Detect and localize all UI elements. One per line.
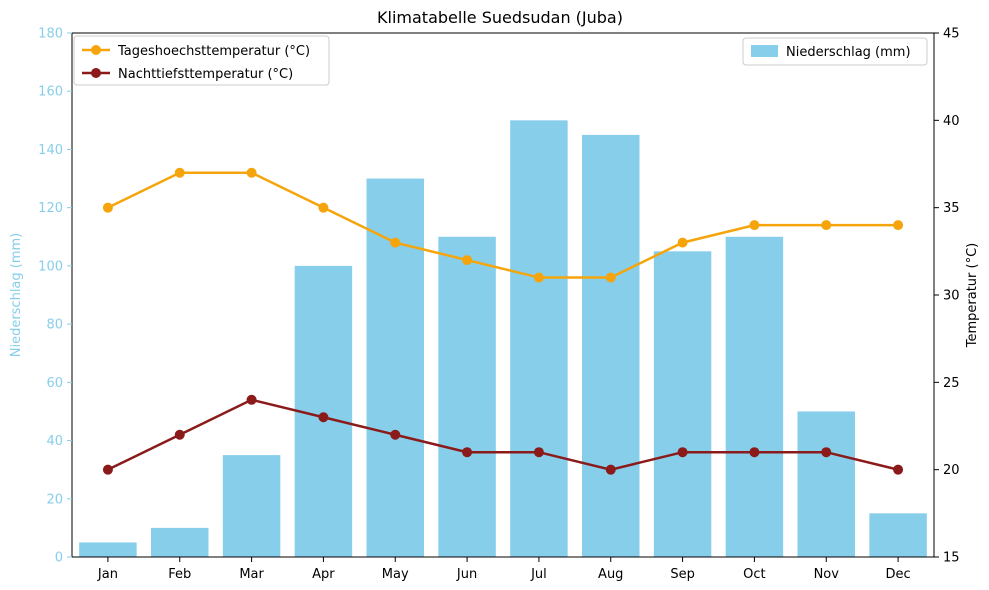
series-1-point-oct [749, 447, 760, 458]
series-0-point-apr [318, 202, 329, 213]
left-tick-label-20: 20 [46, 492, 63, 507]
series-0-point-oct [749, 220, 760, 231]
series-1-point-dec [893, 464, 904, 475]
x-tick-label-nov: Nov [814, 567, 840, 582]
x-tick-label-mar: Mar [239, 567, 264, 582]
bar-aug [582, 134, 640, 557]
left-tick-label-40: 40 [46, 434, 63, 449]
right-tick-label-30: 30 [943, 289, 960, 304]
series-0-point-nov [821, 220, 832, 231]
bar-oct [725, 236, 784, 557]
series-1-point-aug [605, 464, 616, 475]
right-tick-label-15: 15 [943, 551, 960, 566]
left-tick-label-180: 180 [38, 27, 63, 42]
x-tick-label-may: May [382, 567, 409, 582]
series-line-0 [107, 171, 899, 279]
x-tick-label-dec: Dec [886, 567, 911, 582]
right-tick-label-35: 35 [943, 201, 960, 216]
x-tick-label-jun: Jun [456, 567, 477, 582]
x-tick-label-feb: Feb [168, 567, 191, 582]
x-tick-label-jan: Jan [97, 567, 118, 582]
bar-jul [510, 120, 568, 557]
legend-bars: Niederschlag (mm) [742, 37, 928, 66]
legend-lines: Tageshoechsttemperatur (°C) Nachttiefstt… [73, 35, 330, 86]
bar-jun [438, 236, 496, 557]
bar-jan [79, 542, 137, 557]
bar-feb [151, 527, 209, 557]
series-0-point-aug [605, 272, 616, 283]
bar-nov [797, 411, 855, 557]
series-1-point-may [390, 429, 401, 440]
legend-bars-box [742, 37, 928, 66]
legend-lines-box [73, 35, 330, 86]
series-1-point-mar [246, 394, 257, 405]
y-axis-label-right: Temperatur (°C) [965, 243, 980, 349]
x-tick-label-oct: Oct [743, 567, 765, 582]
legend-bars-label: Niederschlag (mm) [786, 45, 911, 60]
bar-may [366, 178, 424, 558]
left-tick-label-160: 160 [38, 85, 63, 100]
bar-sep [653, 251, 712, 558]
left-tick-label-0: 0 [55, 551, 63, 566]
right-tick-label-20: 20 [943, 463, 960, 478]
series-1-point-sep [677, 447, 688, 458]
series-0-point-dec [893, 220, 904, 231]
series-1-point-jul [533, 447, 544, 458]
x-tick-label-jul: Jul [530, 567, 547, 582]
series-0-point-mar [246, 167, 257, 178]
series-1-point-jan [102, 464, 113, 475]
series-1-point-apr [318, 412, 329, 423]
chart-title: Klimatabelle Suedsudan (Juba) [377, 8, 623, 27]
left-axis: 0 20 40 60 80 100 120 140 160 180 [38, 27, 72, 566]
bar-mar [222, 455, 281, 557]
series-0-point-feb [174, 167, 185, 178]
left-tick-label-100: 100 [38, 259, 63, 274]
x-tick-label-sep: Sep [670, 567, 695, 582]
legend-low-marker [91, 68, 101, 78]
x-tick-label-aug: Aug [598, 567, 623, 582]
left-tick-label-140: 140 [38, 143, 63, 158]
right-tick-label-40: 40 [943, 114, 960, 129]
series-1-point-feb [174, 429, 185, 440]
left-tick-label-60: 60 [46, 376, 63, 391]
left-tick-label-80: 80 [46, 318, 63, 333]
legend-high-marker [91, 45, 101, 55]
lines-layer [102, 167, 904, 475]
bar-dec [869, 513, 927, 557]
legend-high-label: Tageshoechsttemperatur (°C) [117, 44, 310, 59]
x-axis: Jan Feb Mar Apr May Jun Jul Aug Sep Oct Nov Dec [97, 557, 911, 582]
y-axis-label-left: Niederschlag (mm) [9, 233, 24, 358]
right-tick-label-25: 25 [943, 376, 960, 391]
right-axis: 15 20 25 30 35 40 45 [934, 27, 960, 566]
series-0-point-may [390, 237, 401, 248]
left-tick-label-120: 120 [38, 201, 63, 216]
legend-bars-swatch [751, 45, 778, 57]
series-line-1 [107, 398, 899, 471]
legend-low-label: Nachttiefsttemperatur (°C) [118, 67, 293, 82]
series-0-point-sep [677, 237, 688, 248]
series-1-point-jun [462, 447, 473, 458]
series-1-point-nov [821, 447, 832, 458]
right-tick-label-45: 45 [943, 27, 960, 42]
x-tick-label-apr: Apr [312, 567, 335, 582]
series-0-point-jan [102, 202, 113, 213]
series-0-point-jul [533, 272, 544, 283]
series-0-point-jun [462, 255, 473, 266]
